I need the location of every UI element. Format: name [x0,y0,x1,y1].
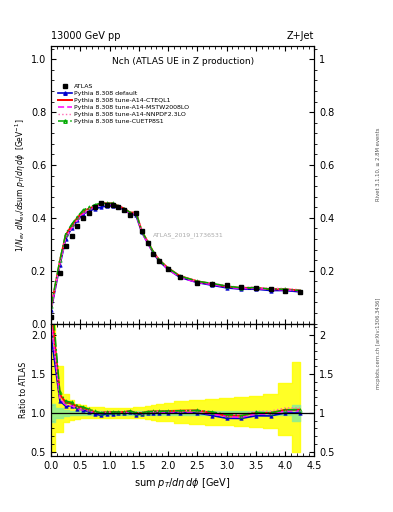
Text: mcplots.cern.ch [arXiv:1306.3436]: mcplots.cern.ch [arXiv:1306.3436] [376,297,381,389]
Y-axis label: Ratio to ATLAS: Ratio to ATLAS [19,361,28,418]
Text: Nch (ATLAS UE in Z production): Nch (ATLAS UE in Z production) [112,57,254,66]
Text: Z+Jet: Z+Jet [287,31,314,40]
Text: ATLAS_2019_I1736531: ATLAS_2019_I1736531 [152,232,223,238]
Y-axis label: $1/N_{ev}$ $dN_{ev}/d$sum $p_T/d\eta\,d\phi$  [GeV$^{-1}$]: $1/N_{ev}$ $dN_{ev}/d$sum $p_T/d\eta\,d\… [14,118,28,251]
Text: Rivet 3.1.10, ≥ 2.8M events: Rivet 3.1.10, ≥ 2.8M events [376,127,381,201]
Text: 13000 GeV pp: 13000 GeV pp [51,31,121,40]
X-axis label: sum $p_T/d\eta\,d\phi$ [GeV]: sum $p_T/d\eta\,d\phi$ [GeV] [134,476,231,490]
Legend: ATLAS, Pythia 8.308 default, Pythia 8.308 tune-A14-CTEQL1, Pythia 8.308 tune-A14: ATLAS, Pythia 8.308 default, Pythia 8.30… [57,82,191,125]
